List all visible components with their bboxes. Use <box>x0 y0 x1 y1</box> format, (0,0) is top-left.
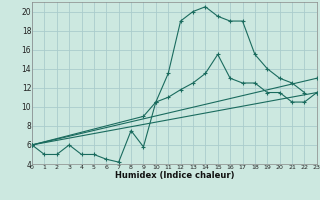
X-axis label: Humidex (Indice chaleur): Humidex (Indice chaleur) <box>115 171 234 180</box>
